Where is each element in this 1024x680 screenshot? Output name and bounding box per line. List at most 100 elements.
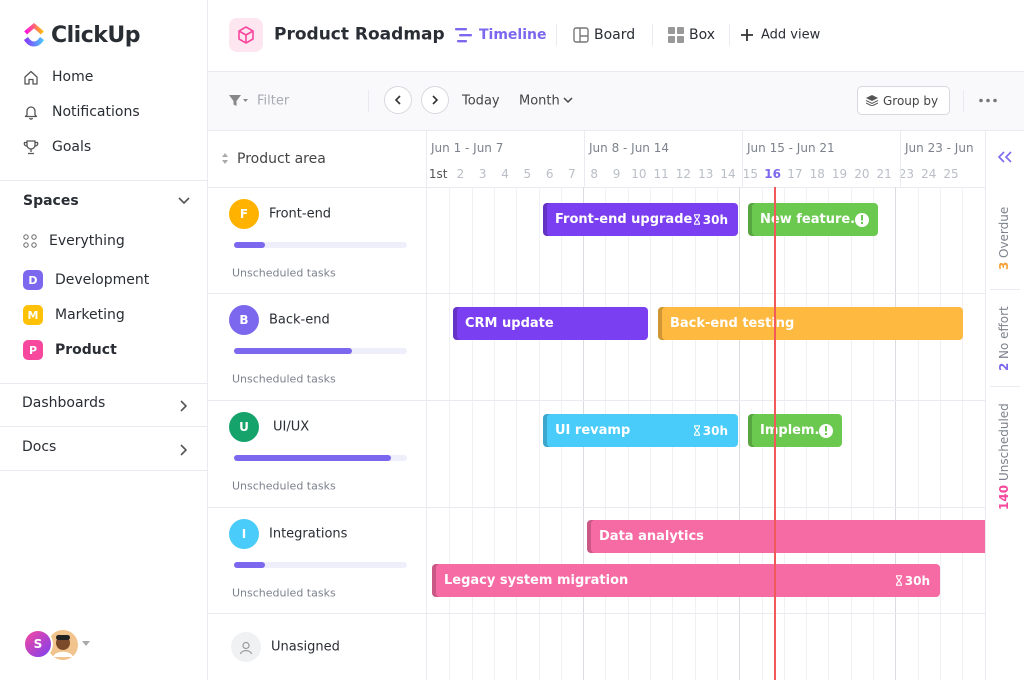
day-label: 18 (809, 167, 825, 181)
separator (652, 24, 653, 46)
day-label: 2 (456, 167, 465, 181)
prev-button[interactable] (384, 86, 412, 114)
next-button[interactable] (421, 86, 449, 114)
task-name: New feature.. (760, 212, 861, 227)
view-tab-active[interactable]: Timeline (479, 27, 547, 43)
caret[interactable] (82, 641, 90, 647)
divider (0, 470, 207, 471)
user-avatar[interactable]: S (23, 629, 53, 659)
gantt-area: 1st 2 3 4 5 6 7 8 9 10 11 12 13 14 15 16 17 18 19 20 21 23 24 2… (427, 131, 985, 680)
row-border (208, 507, 985, 508)
task-bar[interactable]: Implem.. (748, 414, 842, 447)
view-tab[interactable]: Box (689, 27, 716, 43)
day-grid-line (939, 187, 941, 680)
page-title: Product Roadmap (274, 24, 445, 45)
logo-text: ClickUp (51, 23, 141, 48)
divider (0, 180, 207, 181)
task-bar[interactable]: UI revamp 30h (543, 414, 738, 447)
collapse-icon[interactable] (998, 151, 1012, 163)
day-label: 21 (876, 167, 892, 181)
nav-icon (23, 104, 39, 120)
task-name: Legacy system migration (444, 573, 629, 588)
hourglass-icon (693, 213, 703, 227)
month-caret (563, 97, 573, 104)
chevron-right-svg (180, 400, 188, 412)
nav-item[interactable]: Goals (52, 139, 92, 155)
group-name: UI/UX (273, 419, 310, 435)
panel-tab[interactable]: 3 Overdue (997, 205, 1011, 272)
user-photo[interactable] (47, 629, 79, 661)
week-label: Jun 8 - Jun 14 (589, 141, 669, 155)
board-icon (573, 27, 589, 43)
alert-icon (819, 423, 833, 438)
unscheduled-tasks[interactable]: Unscheduled tasks (232, 586, 336, 600)
alert-mark (825, 426, 827, 435)
chevron-down[interactable] (178, 196, 190, 206)
group-name: Front-end (269, 206, 332, 222)
alert-icon (855, 212, 869, 227)
separator (729, 24, 730, 46)
day-grid-line (850, 187, 852, 680)
unscheduled-tasks[interactable]: Unscheduled tasks (232, 266, 336, 280)
day-grid-line (538, 187, 540, 680)
space-name[interactable]: Development (55, 272, 150, 288)
today-button[interactable]: Today (462, 93, 500, 109)
nav-item[interactable]: Notifications (52, 104, 140, 120)
space-name[interactable]: Product (55, 342, 117, 358)
day-label: 4 (501, 167, 509, 181)
task-bar[interactable]: Data analytics (587, 520, 985, 553)
task-bar[interactable]: CRM update (453, 307, 648, 340)
unassigned-label: Unasigned (271, 639, 340, 655)
panel-tab[interactable]: 2 No effort (997, 305, 1011, 372)
nav-icon (23, 139, 39, 155)
filter-icon (229, 95, 248, 106)
progress-fill (234, 348, 352, 354)
day-label: 19 (831, 167, 848, 181)
day-grid-line (873, 187, 874, 680)
progress-fill (234, 242, 266, 248)
week-label: Jun 23 - Jun (905, 141, 974, 155)
panel-tab[interactable]: 140 Unscheduled (997, 402, 1011, 512)
day-grid-line (516, 187, 518, 680)
nav-item[interactable]: Home (52, 69, 94, 85)
box-icon (668, 27, 684, 43)
week-divider (742, 131, 743, 187)
sort-icon (222, 153, 228, 164)
day-label: 12 (675, 167, 692, 181)
task-name: UI revamp (555, 423, 631, 438)
nav-icon-svg (24, 106, 38, 120)
task-bar[interactable]: New feature.. (748, 203, 878, 236)
group-avatar: I (229, 519, 259, 549)
hourglass-svg (895, 574, 902, 586)
hourglass-svg (693, 213, 700, 225)
filter[interactable]: Filter (257, 93, 290, 109)
task-name: Back-end testing (670, 316, 795, 331)
everything-link[interactable]: Everything (49, 233, 125, 249)
view-tab[interactable]: Board (594, 27, 636, 43)
panel-count: 3 (997, 261, 1011, 271)
more-menu[interactable] (979, 98, 997, 103)
task-estimate: 30h (693, 424, 728, 438)
task-estimate: 30h (895, 574, 930, 588)
task-bar[interactable]: Legacy system migration 30h (432, 564, 940, 597)
nav-icon-svg (23, 140, 39, 155)
task-bar[interactable]: Back-end testing (658, 307, 963, 340)
hourglass-icon (693, 424, 703, 438)
unscheduled-tasks[interactable]: Unscheduled tasks (232, 372, 336, 386)
section-link[interactable]: Docs (22, 439, 57, 455)
group-avatar: B (229, 305, 259, 335)
space-name[interactable]: Marketing (55, 307, 125, 323)
unscheduled-tasks[interactable]: Unscheduled tasks (232, 479, 336, 493)
row-labels: F Front-end Unscheduled tasks B Back-end Unsc… (208, 187, 427, 680)
progress-fill (234, 562, 266, 568)
divider (0, 426, 207, 427)
add-view[interactable]: Add view (761, 27, 821, 43)
chevron-right (180, 441, 188, 456)
month-select[interactable]: Month (519, 93, 560, 109)
section-link[interactable]: Dashboards (22, 395, 106, 411)
project-icon (238, 26, 254, 44)
day-label: 14 (720, 167, 736, 181)
nav-icon (23, 69, 39, 85)
task-bar[interactable]: Front-end upgrade 30h (543, 203, 738, 236)
